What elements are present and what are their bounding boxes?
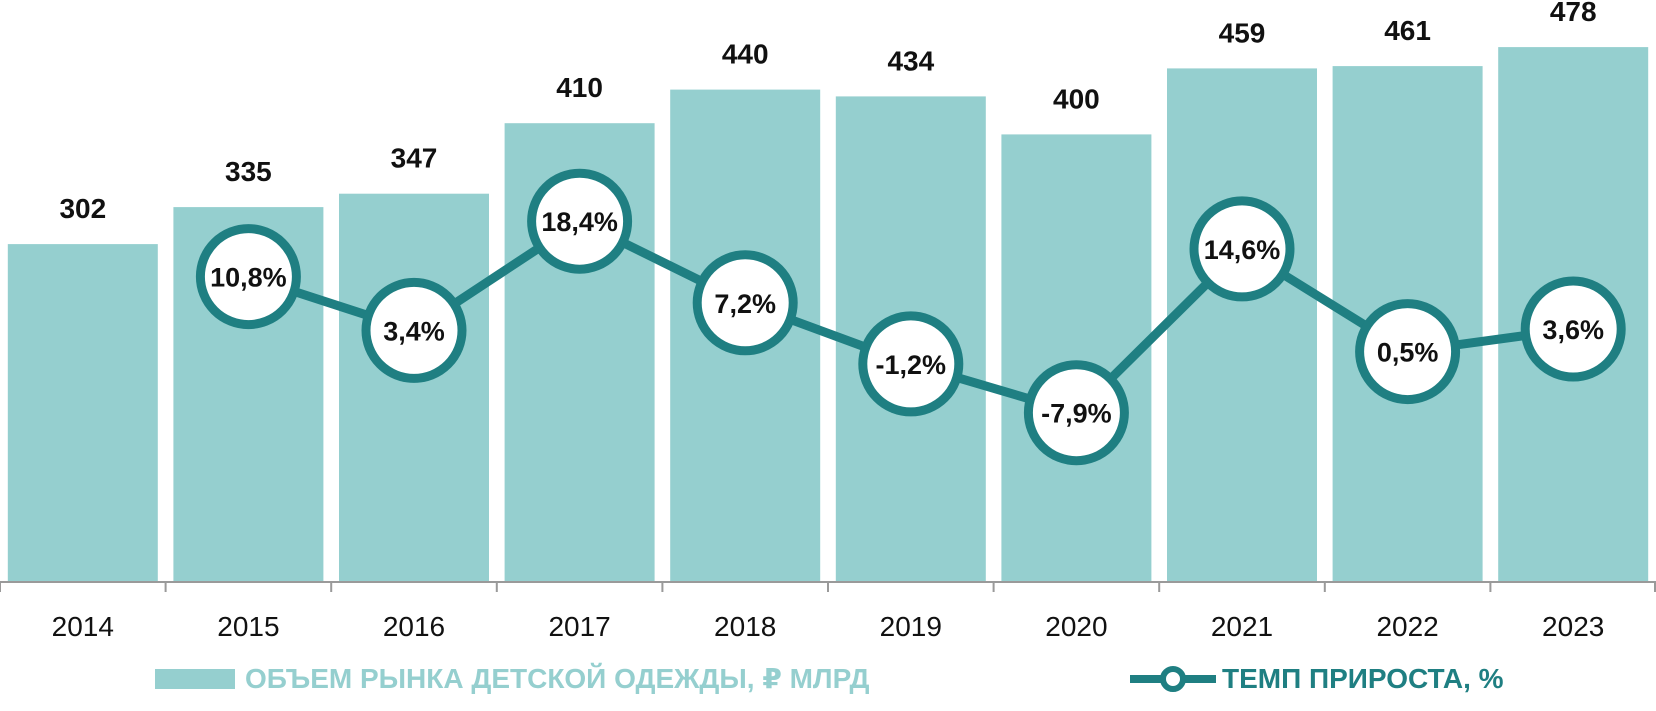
bar-labels-group: 302 335 347 410 440 434 400 459 461 478 <box>59 0 1596 224</box>
growth-marker-2023 <box>1520 276 1626 382</box>
bar-value-label-2014: 302 <box>59 193 106 224</box>
growth-points-group: 10,8% 3,4% 18,4% 7,2% -1,2% -7,9% 14,6% 0,5% 3,6… <box>195 168 1626 466</box>
growth-marker-2022 <box>1355 299 1461 405</box>
growth-label-2020: -7,9% <box>1041 399 1112 429</box>
legend-bar-label: ОБЪЕМ РЫНКА ДЕТСКОЙ ОДЕЖДЫ, ₽ МЛРД <box>245 662 869 694</box>
bar-value-label-2022: 461 <box>1384 15 1431 46</box>
growth-marker-2019 <box>858 311 964 417</box>
bar-2021 <box>1167 68 1317 582</box>
growth-label-2018: 7,2% <box>714 289 776 319</box>
x-axis: 2014 2015 2016 2017 2018 2019 2020 2021 2022 2023 <box>0 581 1656 642</box>
x-tick-label-2015: 2015 <box>217 611 279 642</box>
legend: ОБЪЕМ РЫНКА ДЕТСКОЙ ОДЕЖДЫ, ₽ МЛРД ТЕМП … <box>155 662 1504 694</box>
growth-label-2017: 18,4% <box>541 207 618 237</box>
growth-label-2016: 3,4% <box>383 316 445 346</box>
bar-value-label-2017: 410 <box>556 72 603 103</box>
x-tick-label-2023: 2023 <box>1542 611 1604 642</box>
legend-line-marker <box>1160 666 1186 692</box>
x-tick-label-2020: 2020 <box>1045 611 1107 642</box>
growth-label-2021: 14,6% <box>1204 235 1281 265</box>
x-tick-label-2017: 2017 <box>548 611 610 642</box>
bar-value-label-2020: 400 <box>1053 83 1100 114</box>
growth-label-2022: 0,5% <box>1377 338 1439 368</box>
legend-line-label: ТЕМП ПРИРОСТА, % <box>1222 663 1504 694</box>
growth-label-2023: 3,6% <box>1542 315 1604 345</box>
x-tick-label-2022: 2022 <box>1376 611 1438 642</box>
growth-marker-2018 <box>692 250 798 356</box>
bar-2014 <box>7 244 158 582</box>
growth-label-2019: -1,2% <box>876 350 947 380</box>
growth-label-2015: 10,8% <box>210 263 287 293</box>
x-tick-label-2014: 2014 <box>52 611 114 642</box>
x-tick-label-2018: 2018 <box>714 611 776 642</box>
x-tick-label-2021: 2021 <box>1211 611 1273 642</box>
bar-value-label-2018: 440 <box>722 39 769 70</box>
bar-value-label-2023: 478 <box>1550 0 1597 27</box>
x-tick-label-2016: 2016 <box>383 611 445 642</box>
bar-2016 <box>339 193 489 582</box>
growth-marker-2017 <box>527 168 633 274</box>
bar-value-label-2021: 459 <box>1219 17 1266 48</box>
legend-bar-swatch <box>155 669 235 689</box>
bar-value-label-2019: 434 <box>887 45 934 76</box>
bar-value-label-2015: 335 <box>225 156 272 187</box>
x-tick-label-2019: 2019 <box>880 611 942 642</box>
growth-marker-2016 <box>361 277 467 383</box>
growth-marker-2020 <box>1023 360 1129 466</box>
growth-marker-2021 <box>1189 196 1295 302</box>
growth-marker-2015 <box>195 224 301 330</box>
bar-value-label-2016: 347 <box>391 143 438 174</box>
